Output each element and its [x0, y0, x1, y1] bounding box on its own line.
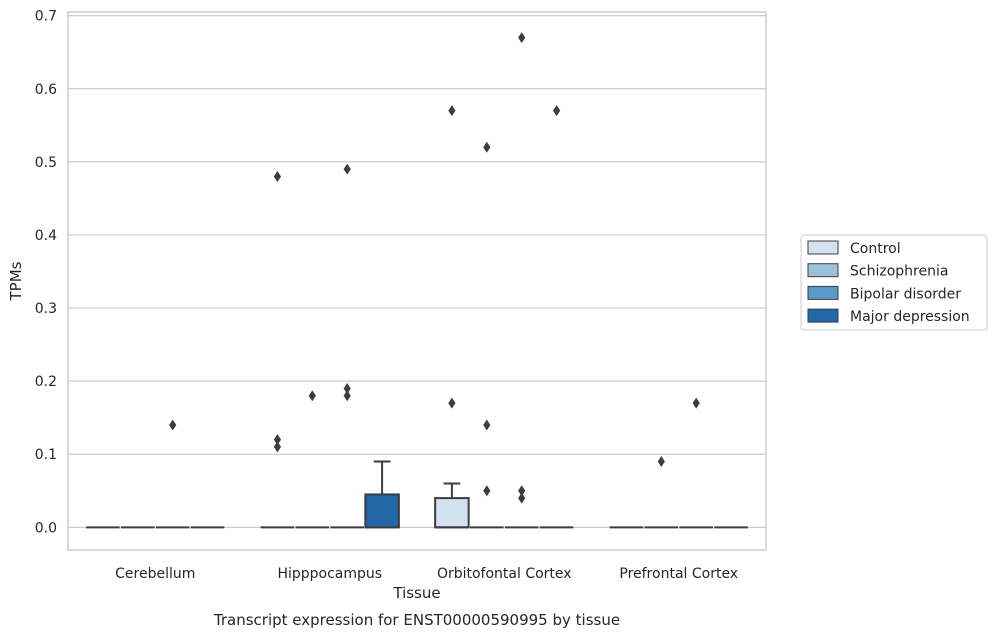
outlier-point	[169, 419, 177, 431]
outlier-point	[483, 419, 491, 431]
outlier-point	[343, 390, 351, 402]
y-tick-label: 0.2	[35, 374, 57, 390]
box-group	[679, 397, 713, 529]
outlier-point	[483, 485, 491, 497]
y-tick-label: 0.7	[35, 9, 57, 25]
box-group	[260, 170, 295, 529]
outlier-point	[518, 492, 526, 504]
outlier-point	[657, 456, 665, 468]
outlier-point	[343, 163, 351, 175]
outlier-point	[308, 390, 316, 402]
legend-label: Schizophrenia	[850, 264, 948, 280]
box	[364, 493, 400, 529]
y-tick-labels: 0.0 0.1 0.2 0.3 0.4 0.5 0.6 0.7	[35, 9, 57, 537]
y-tick-label: 0.4	[35, 228, 57, 244]
box-group	[330, 163, 364, 529]
box-plots	[86, 32, 748, 529]
outlier-point	[343, 382, 351, 394]
chart-caption: Transcript expression for ENST0000059099…	[213, 611, 620, 629]
outlier-point	[273, 170, 281, 182]
legend-label: Bipolar disorder	[850, 286, 961, 302]
y-tick-label: 0.3	[35, 301, 57, 317]
x-tick-label: Orbitofontal Cortex	[437, 566, 572, 582]
x-tick-labels: Cerebellum Hipppocampus Orbitofontal Corte…	[115, 566, 738, 582]
box-group	[644, 456, 679, 529]
outlier-point	[518, 32, 526, 44]
outlier-point	[448, 397, 456, 409]
box-group	[434, 105, 470, 529]
x-tick-label: Prefrontal Cortex	[619, 566, 738, 582]
box-group	[470, 141, 504, 529]
box	[434, 497, 470, 529]
x-tick-label: Cerebellum	[115, 566, 195, 582]
x-tick-label: Hipppocampus	[277, 566, 382, 582]
legend-swatch	[807, 263, 839, 278]
outlier-point	[692, 397, 700, 409]
legend: Control Schizophrenia Bipolar disorder Majo…	[800, 234, 988, 331]
legend-swatch	[807, 285, 839, 300]
plot-frame	[67, 11, 767, 551]
legend-swatch	[807, 240, 839, 255]
outlier-point	[483, 141, 491, 153]
outlier-point	[273, 434, 281, 446]
box-group	[295, 390, 330, 529]
outlier-point	[553, 105, 561, 117]
legend-frame	[800, 234, 988, 331]
box-group	[155, 419, 190, 529]
outlier-point	[273, 441, 281, 453]
legend-items: Control Schizophrenia Bipolar disorder Majo…	[807, 240, 970, 325]
y-tick-label: 0.5	[35, 155, 57, 171]
y-tick-label: 0.1	[35, 447, 57, 463]
y-axis-label: TPMs	[7, 261, 25, 301]
gridlines	[68, 15, 766, 528]
legend-swatch	[807, 308, 839, 323]
box-group	[504, 32, 539, 529]
outlier-point	[518, 485, 526, 497]
legend-label: Control	[850, 241, 901, 257]
y-tick-label: 0.0	[35, 520, 57, 536]
outlier-point	[448, 105, 456, 117]
x-axis-label: Tissue	[392, 584, 440, 602]
legend-label: Major depression	[850, 309, 970, 325]
y-tick-label: 0.6	[35, 82, 57, 98]
box-group	[539, 105, 574, 529]
box-group	[364, 460, 400, 529]
